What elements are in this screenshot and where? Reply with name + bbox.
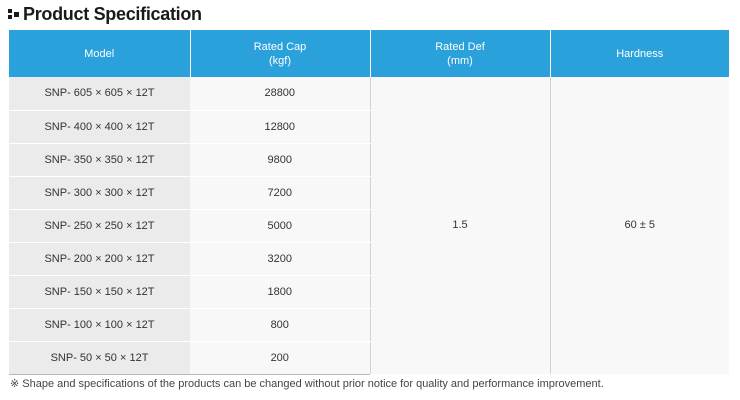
table-row: SNP- 300 × 300 × 12T 7200 [9,176,729,210]
cell-rated-cap: 200 [190,341,371,375]
cell-model: SNP- 100 × 100 × 12T [9,308,190,342]
cell-rated-cap: 7200 [190,176,371,210]
cell-rated-cap: 1800 [190,275,371,309]
cell-model: SNP- 350 × 350 × 12T [9,143,190,177]
spec-table: Model Rated Cap (kgf) Rated Def (mm) Hardn… [9,30,729,375]
cell-model: SNP- 50 × 50 × 12T [9,341,190,375]
table-row: SNP- 200 × 200 × 12T 3200 [9,242,729,276]
header-hardness: Hardness [550,30,729,77]
table-header-row: Model Rated Cap (kgf) Rated Def (mm) Hardn… [9,30,729,77]
cell-rated-cap: 5000 [190,209,371,243]
header-model: Model [9,30,191,77]
cell-model: SNP- 150 × 150 × 12T [9,275,190,309]
header-rated-cap: Rated Cap (kgf) [190,30,371,77]
cell-hardness: 60 ± 5 [550,77,729,375]
cell-rated-cap: 28800 [190,77,371,111]
footnote: ※ Shape and specifications of the produc… [10,378,604,390]
cell-model: SNP- 250 × 250 × 12T [9,209,190,243]
cell-model: SNP- 300 × 300 × 12T [9,176,190,210]
cell-model: SNP- 400 × 400 × 12T [9,110,190,144]
cell-rated-cap: 9800 [190,143,371,177]
cell-rated-cap: 12800 [190,110,371,144]
title-bullet-icon [8,8,19,20]
table-row: SNP- 605 × 605 × 12T 28800 1.5 60 ± 5 [9,77,729,375]
cell-model: SNP- 200 × 200 × 12T [9,242,190,276]
table-row: SNP- 400 × 400 × 12T 12800 [9,110,729,144]
cell-model: SNP- 605 × 605 × 12T [9,77,190,111]
header-rated-def: Rated Def (mm) [370,30,551,77]
table-row: SNP- 150 × 150 × 12T 1800 [9,275,729,309]
title-bar: Product Specification [8,3,202,25]
cell-rated-cap: 800 [190,308,371,342]
table-row: SNP- 100 × 100 × 12T 800 [9,308,729,342]
table-row: SNP- 350 × 350 × 12T 9800 [9,143,729,177]
table-row: SNP- 250 × 250 × 12T 5000 [9,209,729,243]
cell-rated-def: 1.5 [370,77,551,375]
table-row: SNP- 50 × 50 × 12T 200 [9,341,729,375]
page-title: Product Specification [23,3,202,24]
cell-rated-cap: 3200 [190,242,371,276]
